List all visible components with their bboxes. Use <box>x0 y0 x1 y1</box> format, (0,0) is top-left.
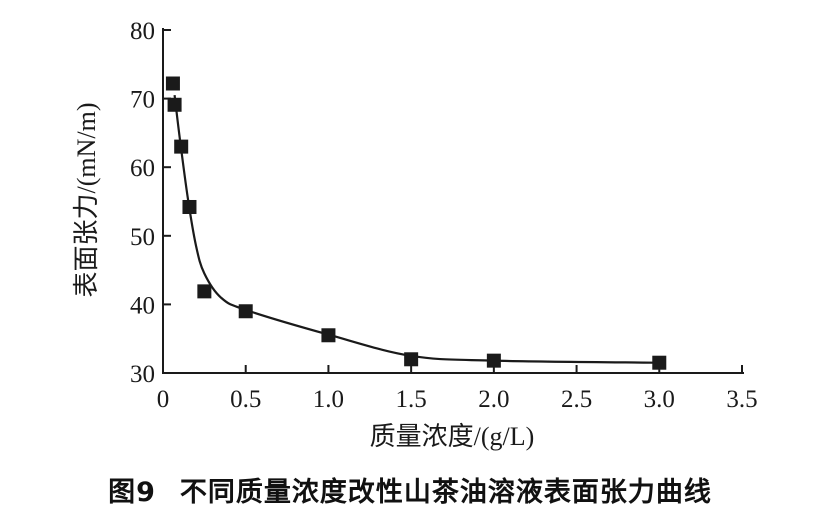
x-tick-label: 0.5 <box>230 386 261 413</box>
x-tick-label: 3.5 <box>726 386 757 413</box>
data-point-marker <box>174 139 189 154</box>
x-tick-label: 2.5 <box>561 386 592 413</box>
data-point-marker <box>486 353 501 368</box>
y-tick-label: 30 <box>130 361 155 388</box>
caption-text: 不同质量浓度改性山茶油溶液表面张力曲线 <box>179 477 712 508</box>
data-point-marker <box>238 304 253 319</box>
data-point-marker <box>182 199 197 214</box>
figure-caption: 图9 不同质量浓度改性山茶油溶液表面张力曲线 <box>0 470 820 509</box>
axes: 0 0.5 1.0 1.5 2.0 2.5 3.0 3.5 30 40 50 60 70 80 <box>130 18 758 413</box>
x-tick-label: 1.0 <box>313 386 344 413</box>
data-point-marker <box>165 76 180 91</box>
data-point-marker <box>321 328 336 343</box>
y-tick-label: 50 <box>130 224 155 251</box>
y-tick-label: 40 <box>130 292 155 319</box>
data-point-marker <box>197 284 212 299</box>
x-tick-label: 3.0 <box>644 386 675 413</box>
data-point-marker <box>652 355 667 370</box>
x-tick-label: 0 <box>157 386 170 413</box>
data-point-marker <box>404 352 419 367</box>
y-tick-label: 80 <box>130 18 155 45</box>
y-axis-label: 表面张力/(mN/m) <box>72 103 101 298</box>
y-tick-label: 70 <box>130 87 155 114</box>
x-axis-label: 质量浓度/(g/L) <box>370 422 535 451</box>
data-points <box>165 76 667 370</box>
figure-number: 图9 <box>108 477 156 508</box>
chart: 0 0.5 1.0 1.5 2.0 2.5 3.0 3.5 30 40 50 60 70 80 质量浓度/… <box>72 18 758 451</box>
fit-curve <box>173 95 660 364</box>
y-tick-label: 60 <box>130 155 155 182</box>
x-tick-label: 2.0 <box>478 386 509 413</box>
x-tick-label: 1.5 <box>396 386 427 413</box>
data-point-marker <box>167 97 182 112</box>
